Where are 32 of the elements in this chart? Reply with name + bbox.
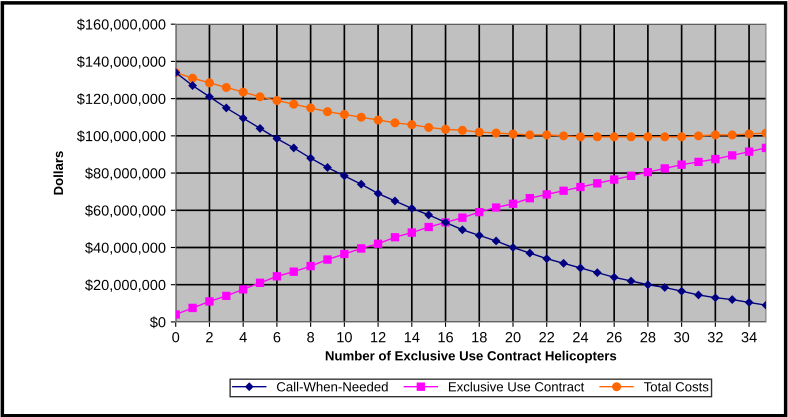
y-tick-label: $20,000,000 <box>85 279 166 292</box>
legend-label: Total Costs <box>644 382 708 392</box>
y-tick-label: $160,000,000 <box>76 18 166 32</box>
x-tick-label: 34 <box>742 332 757 342</box>
x-tick-label: 30 <box>674 332 690 342</box>
y-tick-label: $40,000,000 <box>85 242 166 255</box>
x-tick-label: 10 <box>337 332 352 342</box>
x-tick-label: 0 <box>172 332 180 342</box>
x-tick-label: 6 <box>274 332 280 342</box>
x-tick-label: 18 <box>472 332 487 342</box>
y-tick-label: $0 <box>150 316 166 328</box>
x-tick-label: 26 <box>606 332 622 342</box>
y-tick-label: $140,000,000 <box>76 56 166 69</box>
x-tick-label: 20 <box>506 332 521 342</box>
x-tick-label: 12 <box>371 332 386 342</box>
legend-label: Call-When-Needed <box>276 382 388 392</box>
y-tick-label: $80,000,000 <box>85 168 166 180</box>
x-tick-label: 2 <box>206 332 213 342</box>
y-tick-label: $100,000,000 <box>76 130 166 143</box>
x-axis-title: Number of Exclusive Use Contract Helicopters <box>326 350 616 364</box>
x-tick-label: 32 <box>708 332 723 342</box>
legend-label: Exclusive Use Contract <box>448 382 584 392</box>
x-tick-label: 14 <box>404 332 420 342</box>
x-tick-label: 24 <box>573 332 588 342</box>
x-tick-label: 8 <box>307 332 314 342</box>
y-tick-label: $60,000,000 <box>85 204 166 218</box>
x-tick-label: 16 <box>438 332 454 342</box>
y-tick-label: $120,000,000 <box>76 93 166 106</box>
y-axis-title: Dollars <box>53 151 64 195</box>
x-tick-label: 4 <box>239 332 247 342</box>
x-tick-label: 22 <box>539 332 554 342</box>
x-tick-label: 28 <box>640 332 656 342</box>
